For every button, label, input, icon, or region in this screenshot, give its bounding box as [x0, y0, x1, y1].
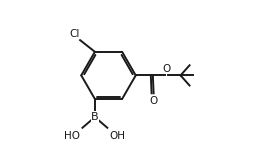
Text: O: O [149, 96, 158, 106]
Text: OH: OH [110, 131, 126, 141]
Text: O: O [162, 64, 170, 74]
Text: B: B [91, 112, 99, 122]
Text: Cl: Cl [69, 29, 79, 39]
Text: HO: HO [64, 131, 80, 141]
